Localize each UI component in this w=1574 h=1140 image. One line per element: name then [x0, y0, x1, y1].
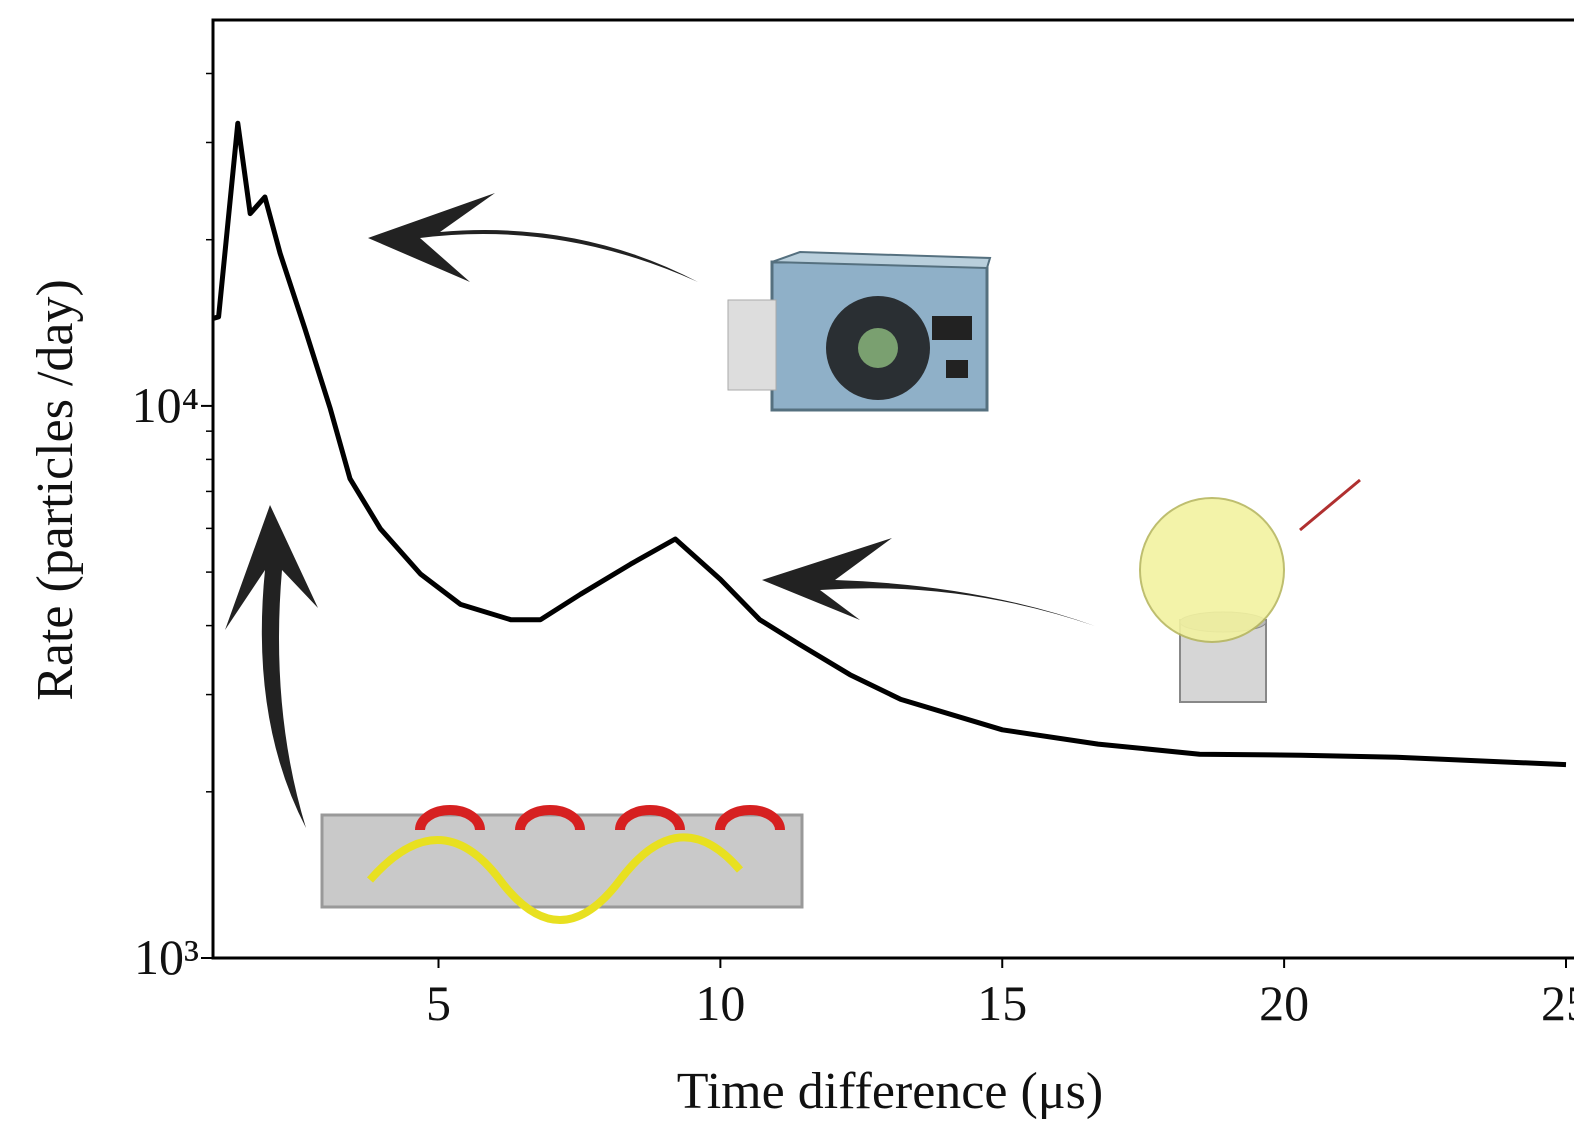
axes-frame — [211, 18, 1574, 960]
x-axis-label: Time difference (μs) — [677, 1063, 1103, 1120]
x-tick-label: 10 — [695, 975, 745, 1031]
arrow — [368, 193, 698, 282]
x-tick-label: 5 — [426, 975, 451, 1031]
detector-image — [320, 805, 804, 924]
y-axis-label: Rate (particles /day) — [27, 279, 84, 701]
arrow — [225, 505, 318, 828]
x-tick-label: 25 — [1541, 975, 1574, 1031]
x-tick-label: 15 — [977, 975, 1027, 1031]
x-tick-label: 20 — [1259, 975, 1309, 1031]
y-tick-label: 10⁴ — [132, 377, 199, 433]
arrow — [762, 538, 1095, 626]
data-line — [212, 120, 1567, 768]
power-supply-image — [727, 250, 992, 412]
y-tick-label: 10³ — [134, 929, 199, 985]
sphere-image — [1139, 478, 1361, 703]
